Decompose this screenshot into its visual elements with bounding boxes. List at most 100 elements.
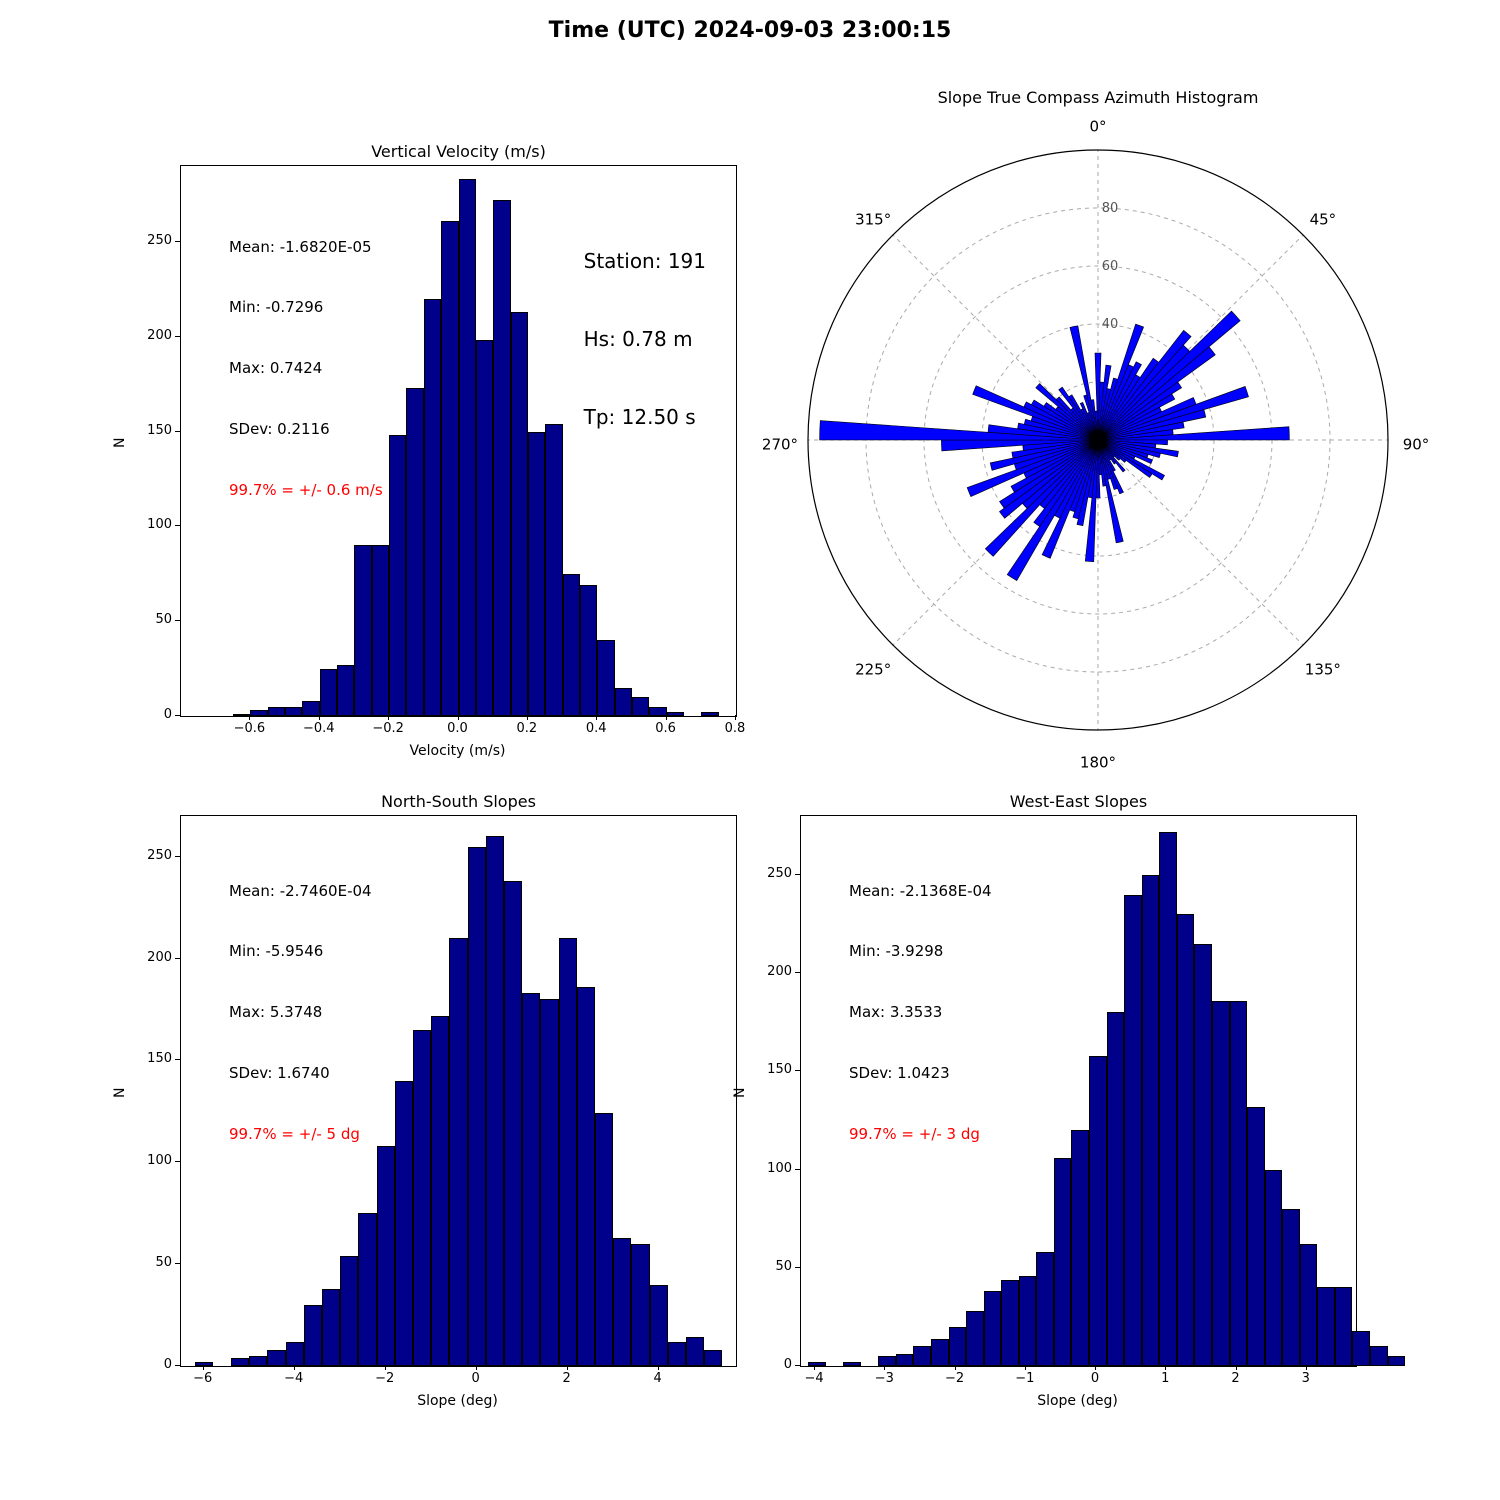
x-tick-label: −1 <box>1000 1371 1050 1386</box>
histogram-bar <box>595 1113 613 1366</box>
x-tick-label: 0.0 <box>433 721 483 736</box>
histogram-bar <box>1265 1170 1283 1366</box>
y-tick-label: 0 <box>742 1357 792 1372</box>
histogram-bar <box>389 435 406 716</box>
histogram-bar <box>354 545 371 716</box>
polar-angle-label: 0° <box>1089 118 1106 136</box>
histogram-bar <box>302 701 319 716</box>
y-axis-label: N <box>112 438 128 448</box>
stat-min: Min: -0.7296 <box>229 297 383 317</box>
x-tick-label: −6 <box>178 1371 228 1386</box>
polar-angle-label: 135° <box>1305 660 1341 678</box>
histogram-bar <box>358 1213 376 1366</box>
histogram-bar <box>1335 1287 1353 1366</box>
histogram-bar <box>1019 1276 1037 1366</box>
y-tick-label: 50 <box>742 1259 792 1274</box>
x-tick-label: 0.8 <box>710 721 760 736</box>
histogram-bar <box>268 707 285 716</box>
histogram-bar <box>320 669 337 716</box>
histogram-bar <box>340 1256 358 1366</box>
y-tick-label: 50 <box>122 1255 172 1270</box>
histogram-bar <box>949 1327 967 1366</box>
y-axis-label: N <box>112 1088 128 1098</box>
x-tick-label: 0.6 <box>641 721 691 736</box>
histogram-bar <box>267 1350 285 1366</box>
axes-box: North-South Slopes Mean: -2.7460E-04 Min… <box>180 815 737 1367</box>
x-axis-label: Slope (deg) <box>800 1393 1355 1409</box>
y-tick-label: 150 <box>122 1051 172 1066</box>
x-tick-label: −0.4 <box>294 721 344 736</box>
panel-ns-slopes: North-South Slopes Mean: -2.7460E-04 Min… <box>180 815 735 1365</box>
histogram-bar <box>1300 1244 1318 1366</box>
histogram-bar <box>1194 944 1212 1366</box>
histogram-bar <box>896 1354 914 1366</box>
histogram-bar <box>424 299 441 716</box>
x-tick-label: 4 <box>633 1371 683 1386</box>
histogram-bar <box>1107 1012 1125 1366</box>
stats-box: Mean: -1.6820E-05 Min: -0.7296 Max: 0.74… <box>229 196 383 540</box>
histogram-bar <box>1124 895 1142 1366</box>
histogram-bar <box>1071 1130 1089 1366</box>
y-tick-label: 250 <box>742 866 792 881</box>
x-tick-label: −0.2 <box>363 721 413 736</box>
histogram-bar <box>413 1030 431 1366</box>
histogram-bar <box>1001 1280 1019 1366</box>
histogram-bar <box>493 200 510 716</box>
histogram-bar <box>285 707 302 716</box>
info-tp: Tp: 12.50 s <box>584 404 706 430</box>
histogram-bar <box>1212 1001 1230 1366</box>
polar-angle-label: 90° <box>1403 436 1430 454</box>
histogram-bar <box>250 710 267 716</box>
polar-angle-label: 225° <box>855 660 891 678</box>
histogram-bar <box>563 574 580 716</box>
polar-angle-label: 180° <box>1080 754 1116 772</box>
panel-polar-azimuth: Slope True Compass Azimuth Histogram 406… <box>758 100 1438 780</box>
x-tick-label: 0.4 <box>571 721 621 736</box>
y-tick-label: 0 <box>122 1357 172 1372</box>
x-axis-label: Velocity (m/s) <box>180 743 735 759</box>
histogram-bar <box>966 1311 984 1366</box>
histogram-bar <box>504 881 522 1366</box>
y-tick-label: 100 <box>122 517 172 532</box>
histogram-bar <box>395 1081 413 1366</box>
stat-max: Max: 0.7424 <box>229 358 383 378</box>
polar-r-tick-label: 40 <box>1102 317 1119 332</box>
y-tick-label: 200 <box>122 328 172 343</box>
histogram-bar <box>468 847 486 1366</box>
stat-sdev: SDev: 1.6740 <box>229 1063 372 1083</box>
stat-997pct: 99.7% = +/- 3 dg <box>849 1124 992 1144</box>
stat-sdev: SDev: 1.0423 <box>849 1063 992 1083</box>
x-tick-label: 2 <box>1211 1371 1261 1386</box>
histogram-bar <box>597 640 614 716</box>
y-tick-label: 250 <box>122 233 172 248</box>
histogram-bar <box>1282 1209 1300 1366</box>
x-tick-label: −4 <box>789 1371 839 1386</box>
histogram-bar <box>631 1244 649 1366</box>
polar-r-tick-label: 60 <box>1102 259 1119 274</box>
histogram-bar <box>441 221 458 716</box>
histogram-bar <box>1370 1346 1388 1366</box>
histogram-bar <box>286 1342 304 1366</box>
stat-mean: Mean: -2.1368E-04 <box>849 881 992 901</box>
panel-title: Slope True Compass Azimuth Histogram <box>758 88 1438 107</box>
x-tick-label: −2 <box>930 1371 980 1386</box>
histogram-bar <box>808 1362 826 1366</box>
histogram-bar <box>372 545 389 716</box>
stat-mean: Mean: -1.6820E-05 <box>229 237 383 257</box>
x-tick-label: 3 <box>1281 1371 1331 1386</box>
x-axis-label: Slope (deg) <box>180 1393 735 1409</box>
x-tick-label: 2 <box>542 1371 592 1386</box>
histogram-bar <box>406 388 423 716</box>
histogram-bar <box>476 340 493 716</box>
y-tick-label: 100 <box>122 1153 172 1168</box>
histogram-bar <box>449 938 467 1366</box>
histogram-bar <box>649 707 666 716</box>
histogram-bar <box>486 836 504 1366</box>
histogram-bar <box>540 999 558 1366</box>
axes-box: Vertical Velocity (m/s) Mean: -1.6820E-0… <box>180 165 737 717</box>
histogram-bar <box>913 1346 931 1366</box>
histogram-bar <box>528 432 545 716</box>
y-tick-label: 50 <box>122 612 172 627</box>
histogram-bar <box>459 179 476 716</box>
y-tick-label: 250 <box>122 848 172 863</box>
